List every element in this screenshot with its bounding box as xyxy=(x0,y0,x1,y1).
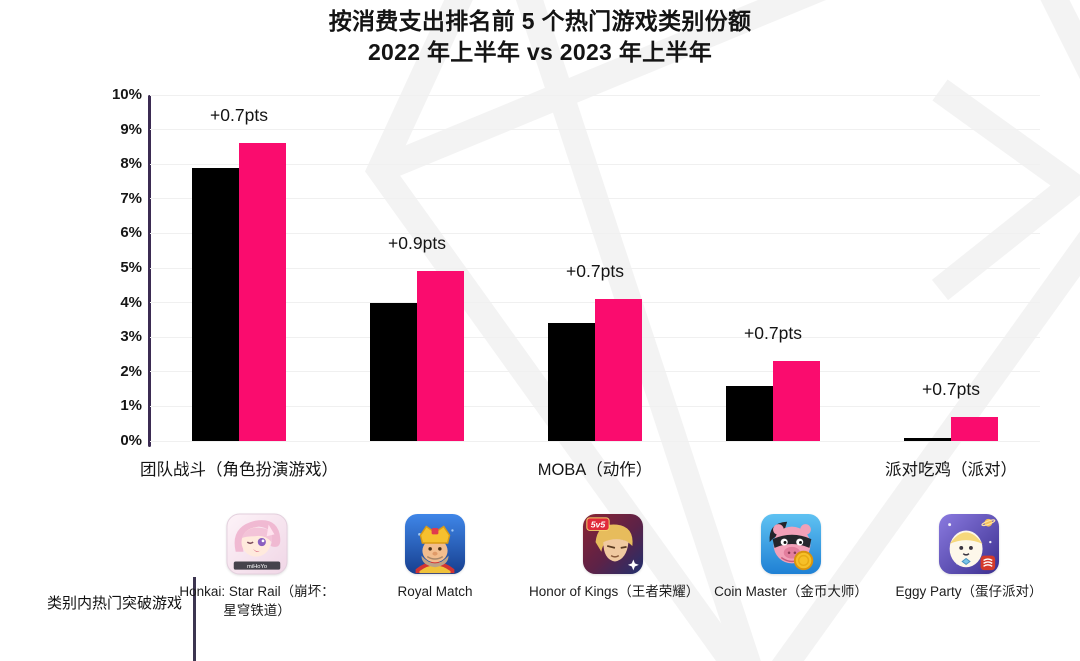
gridline xyxy=(150,267,1040,269)
coin-master-icon xyxy=(760,513,822,575)
bar-2022-group2 xyxy=(370,302,417,441)
bar-2022-group3 xyxy=(548,323,595,441)
game-eggy-party: Eggy Party（蛋仔派对） xyxy=(880,513,1058,620)
y-tick-label: 6% xyxy=(120,224,142,242)
footer-divider xyxy=(193,577,196,661)
game-royal-match: Royal Match xyxy=(346,513,524,620)
y-tick-label: 0% xyxy=(120,432,142,449)
honkai-star-rail-icon: miHoYo xyxy=(226,513,288,575)
x-axis-label-group1: 团队战斗（角色扮演游戏） xyxy=(140,461,338,479)
game-honor-of-kings: 5v5 Honor of Kings（王者荣耀） xyxy=(524,513,702,620)
mihoyo-badge: miHoYo xyxy=(247,564,267,570)
chart-title-line2: 2022 年上半年 vs 2023 年上半年 xyxy=(367,39,713,65)
game-honkai-star-rail: miHoYo Honkai: Star Rail（崩坏：星穹铁道） xyxy=(168,513,346,620)
footer-row-label: 类别内热门突破游戏 xyxy=(46,595,182,612)
gridline xyxy=(150,163,1040,165)
bar-2023-group4 xyxy=(773,361,820,441)
honor-of-kings-icon: 5v5 xyxy=(582,513,644,575)
y-tick-label: 3% xyxy=(120,328,142,346)
gridline xyxy=(150,129,1040,131)
y-axis: 10% 9% 8% 7% 6% 5% 4% 3% 2% 1% 0% xyxy=(72,86,142,449)
y-tick-label: 7% xyxy=(120,189,142,207)
y-tick-label: 8% xyxy=(120,155,142,173)
delta-annotation-group5: +0.7pts xyxy=(922,378,980,399)
y-tick-label: 10% xyxy=(111,86,142,103)
chart-title: 按消费支出排名前 5 个热门游戏类别份额 2022 年上半年 vs 2023 年… xyxy=(0,6,1080,68)
delta-annotation-group1: +0.7pts xyxy=(210,105,268,126)
royal-match-icon xyxy=(404,513,466,575)
x-axis-labels: 团队战斗（角色扮演游戏） MOBA（动作） 派对吃鸡（派对） xyxy=(140,456,1040,482)
delta-annotation-group4: +0.7pts xyxy=(744,323,802,344)
game-caption: Eggy Party（蛋仔派对） xyxy=(895,584,1043,599)
game-caption: Coin Master（金币大师） xyxy=(714,584,868,599)
gridline xyxy=(150,440,1040,442)
bar-2022-group4 xyxy=(726,385,773,441)
delta-annotation-group3: +0.7pts xyxy=(566,261,624,282)
gridline xyxy=(150,232,1040,234)
eggy-party-icon xyxy=(938,513,1000,575)
plot-area: +0.7pts +0.9pts +0.7pts +0.7pts +0.7pts xyxy=(148,94,1040,447)
bar-2022-group1 xyxy=(192,167,239,441)
y-tick-label: 1% xyxy=(120,397,142,415)
bar-2023-group2 xyxy=(417,271,464,441)
x-axis-label-group5: 派对吃鸡（派对） xyxy=(885,461,1017,479)
chart-title-line1: 按消费支出排名前 5 个热门游戏类别份额 xyxy=(328,8,752,34)
x-axis-label-group3: MOBA（动作） xyxy=(537,461,653,479)
breakout-games-row: miHoYo Honkai: Star Rail（崩坏：星穹铁道） xyxy=(168,513,1068,620)
bar-2023-group1 xyxy=(239,143,286,441)
game-caption: Honkai: Star Rail（崩坏：星穹铁道） xyxy=(179,584,335,619)
game-caption: Honor of Kings（王者荣耀） xyxy=(529,584,700,599)
gridline xyxy=(150,198,1040,200)
y-tick-label: 9% xyxy=(120,120,142,138)
y-tick-label: 5% xyxy=(120,259,142,276)
y-axis-line xyxy=(148,95,151,447)
y-tick-label: 2% xyxy=(120,362,142,380)
game-caption: Royal Match xyxy=(397,584,473,599)
delta-annotation-group2: +0.9pts xyxy=(388,233,446,254)
y-tick-label: 4% xyxy=(120,293,142,311)
game-coin-master: Coin Master（金币大师） xyxy=(702,513,880,620)
bar-2023-group5 xyxy=(951,416,998,441)
bar-2022-group5 xyxy=(904,437,951,441)
gridline xyxy=(150,94,1040,96)
bar-2023-group3 xyxy=(595,299,642,441)
5v5-badge: 5v5 xyxy=(591,519,606,529)
